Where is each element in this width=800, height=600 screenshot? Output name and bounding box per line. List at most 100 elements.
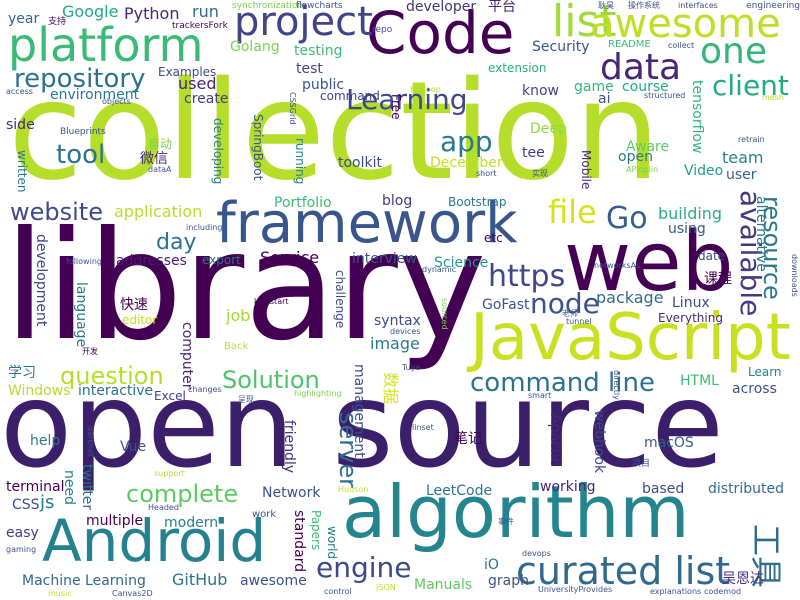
word-macos: macOS bbox=[644, 435, 694, 451]
word-algorithm: algorithm bbox=[342, 470, 690, 554]
word-chengxian: 呈现 bbox=[238, 395, 254, 404]
word-command-line: command line bbox=[470, 368, 655, 398]
word-tee: tee bbox=[522, 145, 545, 161]
word-tunnel: tunnel bbox=[566, 317, 592, 326]
word-testing: testing bbox=[294, 43, 343, 59]
word-springboot: SpringBoot bbox=[251, 114, 265, 181]
word-list: list bbox=[552, 0, 617, 47]
word-directly: directly bbox=[612, 370, 621, 400]
word-google: Google bbox=[62, 2, 119, 21]
word-game: game bbox=[574, 79, 614, 95]
word-interactive: interactive bbox=[78, 383, 154, 399]
word-graph: graph bbox=[488, 573, 529, 589]
word-biji: 笔记 bbox=[454, 431, 482, 447]
word-interview: interview bbox=[352, 251, 417, 267]
word-world: world bbox=[325, 526, 339, 560]
word-environment: environment bbox=[50, 87, 140, 103]
word-portfolio: Portfolio bbox=[274, 195, 332, 211]
word-short: short bbox=[476, 169, 497, 178]
word-editor: editor bbox=[122, 313, 158, 327]
word-help: help bbox=[30, 433, 61, 449]
word-kuaisu: 快速 bbox=[120, 297, 148, 313]
word-web: web bbox=[564, 215, 734, 310]
word-windows: Windows bbox=[8, 383, 71, 399]
word-linux: Linux bbox=[672, 295, 710, 311]
word-genghao: 耿昊 bbox=[598, 1, 614, 10]
word-back: Back bbox=[224, 341, 249, 352]
word-data: data bbox=[600, 47, 682, 88]
word-extension: extension bbox=[488, 61, 547, 75]
word-devices: devices bbox=[390, 327, 421, 336]
word-changes: changes bbox=[188, 385, 222, 394]
word-kickstart: kickstart bbox=[254, 297, 289, 306]
word-test: test bbox=[296, 61, 323, 77]
word-alternative: alternative bbox=[753, 196, 769, 272]
word-solution: Solution bbox=[222, 366, 320, 394]
word-everything: Everything bbox=[658, 311, 723, 325]
word-management: management bbox=[351, 364, 367, 458]
word-shuju: 数据 bbox=[381, 372, 400, 405]
word-music: music bbox=[48, 589, 72, 598]
word-learning: Learning bbox=[346, 83, 468, 116]
word-sourced: sourced bbox=[440, 298, 449, 330]
word-run: run bbox=[192, 2, 219, 21]
word-question: question bbox=[60, 362, 164, 390]
word-free: Free bbox=[389, 94, 403, 120]
word-job: job bbox=[226, 306, 251, 325]
word-xiangmu: 项目 bbox=[632, 459, 651, 469]
word-io: iO bbox=[484, 557, 499, 573]
word-written: written bbox=[15, 150, 29, 193]
word-open-small: open bbox=[618, 149, 653, 165]
word-tuya: Tuya bbox=[402, 363, 421, 372]
word-based: based bbox=[642, 481, 685, 497]
word-terminal: terminal bbox=[6, 479, 65, 495]
word-gaming: gaming bbox=[6, 545, 37, 554]
word-export: export bbox=[202, 253, 241, 267]
word-public: public bbox=[302, 77, 345, 93]
word-hudson: Hudson bbox=[338, 485, 369, 494]
word-curated-list: curated list bbox=[516, 549, 731, 593]
word-year: year bbox=[8, 11, 40, 27]
word-smart: smart bbox=[528, 391, 552, 400]
word-js: js bbox=[40, 492, 55, 513]
word-caozuoxitong: 操作系统 bbox=[628, 1, 660, 10]
word-science: Science bbox=[434, 255, 489, 271]
word-headed: Headed bbox=[148, 503, 179, 512]
word-github: GitHub bbox=[172, 570, 228, 589]
word-vue: Vue bbox=[120, 439, 147, 455]
word-engineering: engineering bbox=[746, 1, 800, 11]
word-user: user bbox=[726, 167, 757, 183]
word-highlighting: highlighting bbox=[294, 389, 342, 398]
word-security: Security bbox=[532, 39, 590, 55]
word-tensorflow: tensorflow bbox=[689, 80, 705, 154]
word-team: team bbox=[722, 148, 764, 167]
word-hadoop: Hadoop bbox=[410, 85, 441, 94]
word-project: project bbox=[234, 0, 373, 45]
word-service: Service bbox=[260, 248, 320, 267]
word-go: Go bbox=[606, 201, 648, 236]
word-python: Python bbox=[124, 4, 180, 23]
word-wuenda: 吴恩达 bbox=[722, 571, 764, 587]
word-website: website bbox=[10, 198, 103, 226]
word-laoshi: 老师 bbox=[562, 309, 578, 318]
word-mesh: mesh bbox=[762, 93, 784, 102]
word-learn: Learn bbox=[748, 365, 782, 379]
word-language: language bbox=[73, 282, 89, 348]
word-collect: collect bbox=[668, 41, 695, 50]
word-twitter: twitter bbox=[79, 464, 95, 511]
word-computer: computer bbox=[179, 322, 195, 390]
word-building: building bbox=[658, 204, 723, 223]
word-android: Android bbox=[42, 507, 267, 575]
word-open-source: open source bbox=[0, 356, 724, 494]
word-tool: tool bbox=[56, 140, 106, 170]
word-kaifa: 开发 bbox=[82, 347, 98, 356]
word-access: access bbox=[6, 87, 33, 96]
word-support: support bbox=[154, 469, 185, 478]
word-modern: modern bbox=[164, 515, 219, 531]
word-pingtai: 平台 bbox=[488, 0, 516, 15]
word-work: work bbox=[252, 509, 277, 520]
word-engine: engine bbox=[316, 551, 412, 584]
word-developing: developing bbox=[211, 118, 225, 185]
word-golang: Golang bbox=[230, 39, 280, 55]
